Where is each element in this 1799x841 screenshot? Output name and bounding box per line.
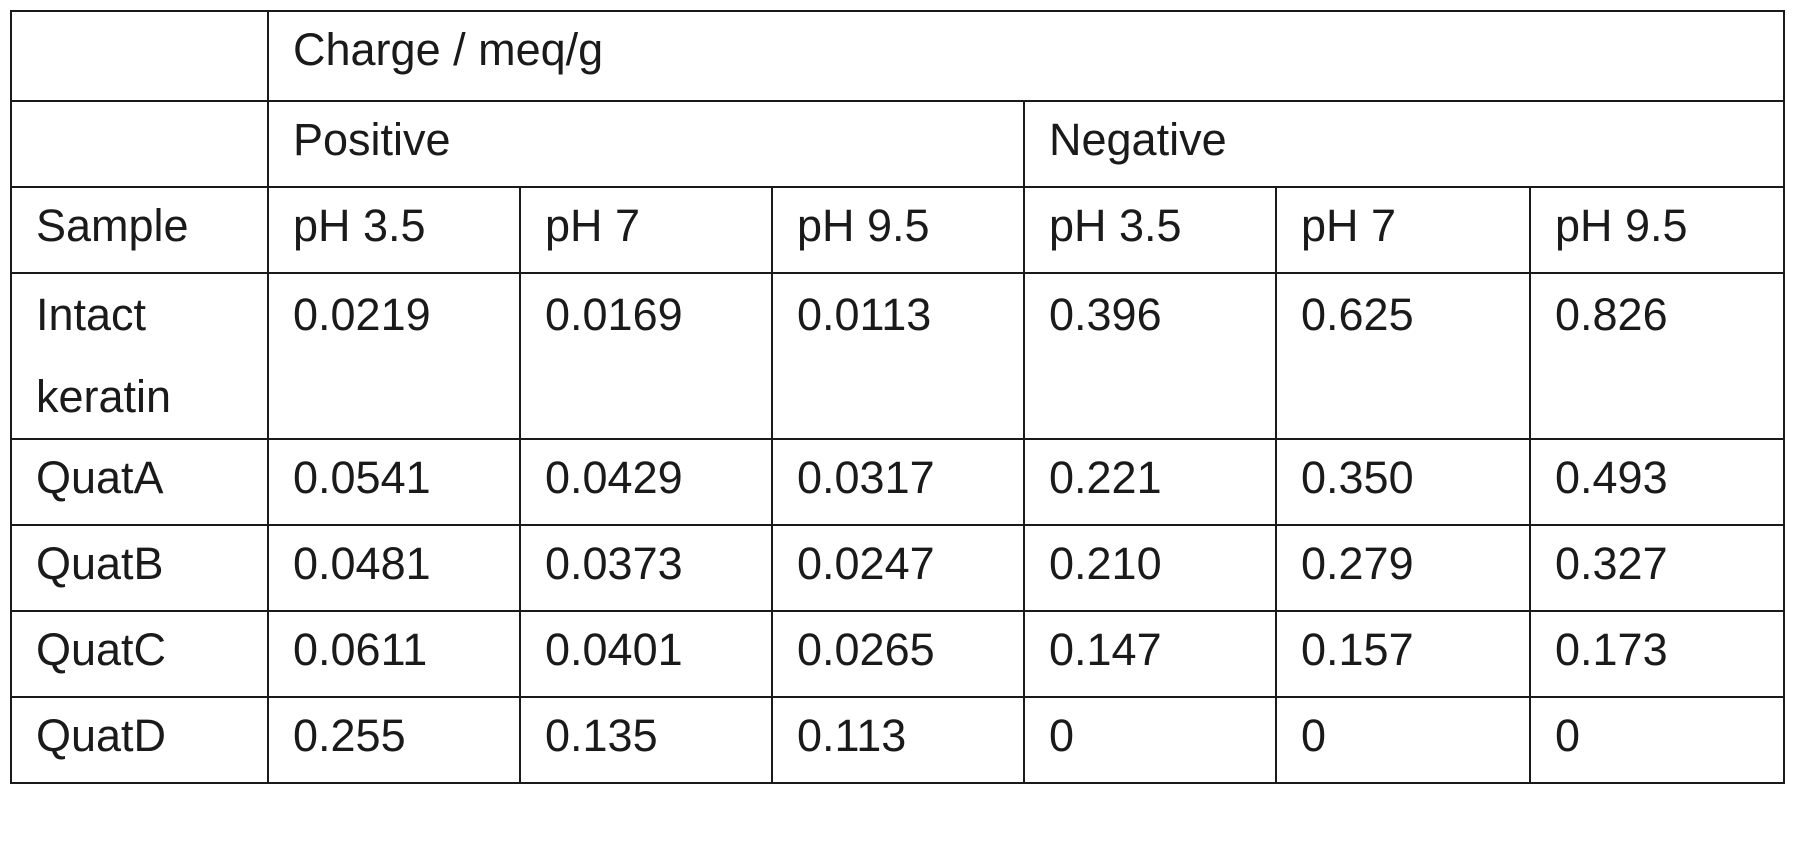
- value-cell: 0.255: [268, 697, 520, 783]
- value-cell: 0: [1276, 697, 1530, 783]
- sample-cell: Intact keratin: [11, 273, 268, 439]
- ph-header-row: Sample pH 3.5 pH 7 pH 9.5 pH 3.5 pH 7 pH…: [11, 187, 1784, 273]
- table-title: Charge / meq/g: [268, 11, 1784, 101]
- ph-header-cell: pH 7: [1276, 187, 1530, 273]
- sample-header: Sample: [11, 187, 268, 273]
- value-cell: 0.147: [1024, 611, 1276, 697]
- table-row: QuatB 0.0481 0.0373 0.0247 0.210 0.279 0…: [11, 525, 1784, 611]
- ph-header-cell: pH 9.5: [772, 187, 1024, 273]
- table-row: QuatA 0.0541 0.0429 0.0317 0.221 0.350 0…: [11, 439, 1784, 525]
- ph-header-cell: pH 3.5: [1024, 187, 1276, 273]
- value-cell: 0.221: [1024, 439, 1276, 525]
- value-cell: 0.279: [1276, 525, 1530, 611]
- title-row: Charge / meq/g: [11, 11, 1784, 101]
- ph-header-cell: pH 9.5: [1530, 187, 1784, 273]
- group-row: Positive Negative: [11, 101, 1784, 187]
- table-row: QuatC 0.0611 0.0401 0.0265 0.147 0.157 0…: [11, 611, 1784, 697]
- value-cell: 0.625: [1276, 273, 1530, 439]
- sample-cell: QuatD: [11, 697, 268, 783]
- corner-cell: [11, 11, 268, 101]
- value-cell: 0.327: [1530, 525, 1784, 611]
- value-cell: 0.0317: [772, 439, 1024, 525]
- value-cell: 0.0611: [268, 611, 520, 697]
- value-cell: 0.157: [1276, 611, 1530, 697]
- value-cell: 0.0169: [520, 273, 772, 439]
- value-cell: 0.826: [1530, 273, 1784, 439]
- value-cell: 0.0113: [772, 273, 1024, 439]
- value-cell: 0.0265: [772, 611, 1024, 697]
- value-cell: 0.0429: [520, 439, 772, 525]
- charge-table: Charge / meq/g Positive Negative Sample …: [10, 10, 1785, 784]
- ph-header-cell: pH 3.5: [268, 187, 520, 273]
- value-cell: 0.0541: [268, 439, 520, 525]
- ph-header-cell: pH 7: [520, 187, 772, 273]
- sample-cell: QuatA: [11, 439, 268, 525]
- corner-cell: [11, 101, 268, 187]
- value-cell: 0.210: [1024, 525, 1276, 611]
- sample-cell: QuatB: [11, 525, 268, 611]
- value-cell: 0.0247: [772, 525, 1024, 611]
- value-cell: 0.0373: [520, 525, 772, 611]
- value-cell: 0.113: [772, 697, 1024, 783]
- table-row: Intact keratin 0.0219 0.0169 0.0113 0.39…: [11, 273, 1784, 439]
- value-cell: 0: [1530, 697, 1784, 783]
- value-cell: 0.0401: [520, 611, 772, 697]
- value-cell: 0.0481: [268, 525, 520, 611]
- sample-cell: QuatC: [11, 611, 268, 697]
- table-row: QuatD 0.255 0.135 0.113 0 0 0: [11, 697, 1784, 783]
- value-cell: 0.173: [1530, 611, 1784, 697]
- value-cell: 0.493: [1530, 439, 1784, 525]
- group-negative: Negative: [1024, 101, 1784, 187]
- value-cell: 0.350: [1276, 439, 1530, 525]
- value-cell: 0.396: [1024, 273, 1276, 439]
- value-cell: 0: [1024, 697, 1276, 783]
- group-positive: Positive: [268, 101, 1024, 187]
- value-cell: 0.135: [520, 697, 772, 783]
- value-cell: 0.0219: [268, 273, 520, 439]
